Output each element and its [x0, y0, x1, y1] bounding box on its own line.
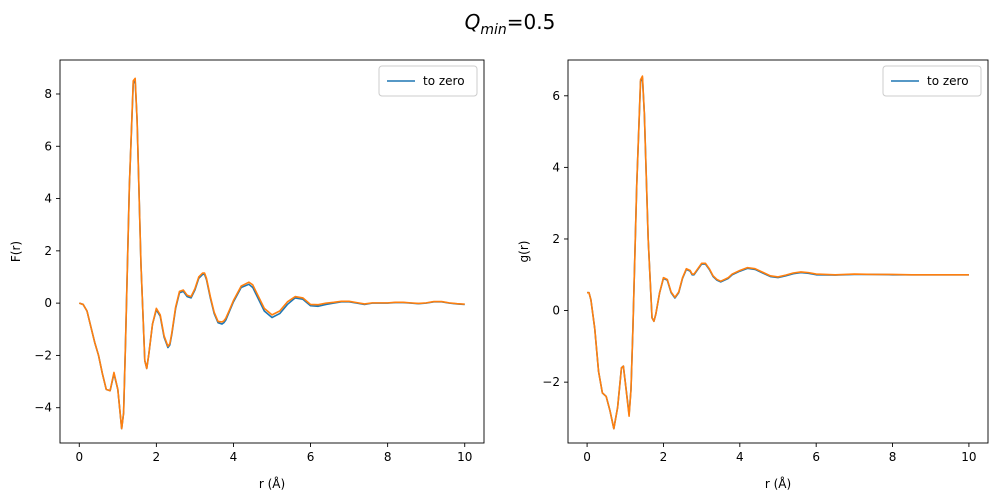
figure-title: Qmin=0.5	[465, 10, 556, 38]
legend: to zero	[882, 65, 982, 97]
legend-box	[882, 65, 982, 97]
series-line-orange	[587, 75, 969, 430]
y-tick-label: 4	[44, 192, 52, 206]
x-tick-label: 2	[153, 450, 161, 464]
x-tick-label: 6	[812, 450, 820, 464]
y-tick-label: 2	[552, 232, 560, 246]
y-tick-label: −4	[34, 401, 52, 415]
x-tick-label: 10	[457, 450, 472, 464]
y-tick-label: 6	[44, 139, 52, 153]
x-tick-label: 4	[736, 450, 744, 464]
y-tick-label: 4	[552, 160, 560, 174]
chart-left-Fr: 0 2 4 6 8 10 −4 −2 0 2 4 6 8 r (Å) F(r) to zero	[9, 59, 485, 491]
chart-right-gr: 0 2 4 6 8 10 −2 0 2 4 6 r (Å) g(r) to zero	[517, 59, 989, 491]
y-tick-label: 8	[44, 87, 52, 101]
x-tick-label: 4	[230, 450, 238, 464]
x-tick-label: 0	[75, 450, 83, 464]
y-axis-label: F(r)	[9, 241, 23, 262]
x-tick-label: 10	[961, 450, 976, 464]
x-tick-label: 0	[583, 450, 591, 464]
legend-box	[378, 65, 478, 97]
y-tick-label: −2	[542, 375, 560, 389]
series-line-orange	[79, 77, 465, 430]
axes-frame	[567, 59, 989, 444]
y-tick-label: 0	[552, 304, 560, 318]
y-axis-label: g(r)	[517, 241, 531, 263]
y-tick-label: 2	[44, 244, 52, 258]
x-tick-label: 8	[384, 450, 392, 464]
x-tick-label: 2	[660, 450, 668, 464]
y-tick-label: −2	[34, 348, 52, 362]
y-tick-label: 0	[44, 296, 52, 310]
x-axis-label: r (Å)	[765, 476, 791, 491]
x-tick-label: 8	[889, 450, 897, 464]
x-tick-label: 6	[307, 450, 315, 464]
legend-label: to zero	[423, 74, 465, 88]
axes-frame	[59, 59, 485, 444]
y-tick-label: 6	[552, 89, 560, 103]
x-axis-label: r (Å)	[259, 476, 285, 491]
legend: to zero	[378, 65, 478, 97]
legend-label: to zero	[927, 74, 969, 88]
